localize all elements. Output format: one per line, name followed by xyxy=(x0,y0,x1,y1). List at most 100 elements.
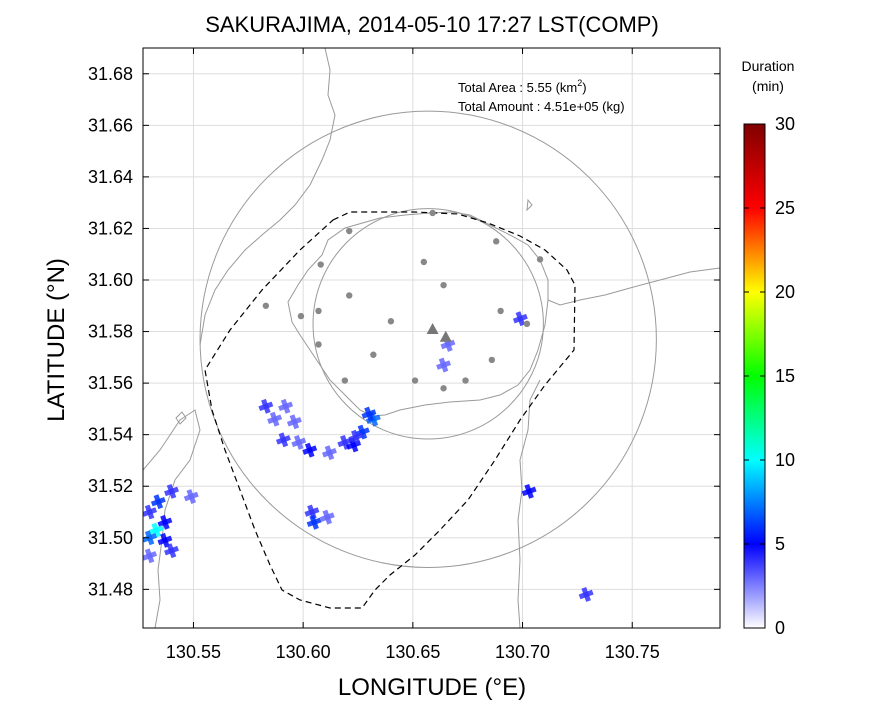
ashfall-marker-bar-v xyxy=(364,406,374,422)
ashfall-marker xyxy=(157,514,173,530)
range-ring xyxy=(199,110,657,568)
ashfall-marker xyxy=(348,429,364,445)
colorbar-tick-label: 30 xyxy=(775,114,795,134)
station-dot xyxy=(429,209,436,217)
colorbar-tick-label: 15 xyxy=(775,366,795,386)
y-tick-label: 31.64 xyxy=(88,167,133,187)
ashfall-markers xyxy=(143,311,594,602)
ashfall-marker-bar-v xyxy=(515,311,526,327)
ashfall-marker xyxy=(157,532,173,548)
vent-triangle xyxy=(426,322,439,334)
ashfall-marker xyxy=(361,406,377,422)
colorbar-ticks: 0 5 10 15 20 25 30 xyxy=(744,114,795,638)
x-tick-label: 130.60 xyxy=(276,642,331,662)
station-dot xyxy=(488,356,496,364)
station-dot xyxy=(493,238,500,245)
colorbar-tick-label: 25 xyxy=(775,198,795,218)
y-tick-label: 31.54 xyxy=(88,425,133,445)
station-dot xyxy=(420,258,428,266)
y-tick-label: 31.62 xyxy=(88,218,133,238)
station-dot xyxy=(341,377,349,384)
plot-frame xyxy=(142,47,721,629)
ashfall-marker xyxy=(302,442,318,458)
ashfall-marker xyxy=(286,414,302,430)
colorbar-tick-label: 5 xyxy=(775,534,785,554)
station-dot xyxy=(440,385,447,392)
station-dot xyxy=(315,341,322,348)
ashfall-marker-bar-v xyxy=(294,434,304,450)
coastline-city xyxy=(143,409,201,628)
coastline-islet-1 xyxy=(175,411,187,425)
range-rings xyxy=(199,110,657,568)
coastline-east xyxy=(547,267,720,306)
ashfall-marker xyxy=(578,587,594,602)
station-dot xyxy=(411,377,419,384)
y-tick-label: 31.52 xyxy=(88,476,133,496)
ashfall-marker xyxy=(183,489,199,504)
ashfall-marker xyxy=(148,522,164,538)
ashfall-marker-bar-v xyxy=(144,504,155,520)
ashfall-marker xyxy=(164,543,179,559)
ashfall-marker-bar-v xyxy=(160,514,170,530)
colorbar-tick-label: 20 xyxy=(775,282,795,302)
ashfall-marker xyxy=(521,483,537,499)
y-tick-label: 31.66 xyxy=(88,115,133,135)
ashfall-marker xyxy=(322,445,337,461)
vent-triangle xyxy=(439,330,452,342)
colorbar-tick-label: 0 xyxy=(775,618,785,638)
ashfall-marker xyxy=(275,432,291,448)
coastline-sakurajima xyxy=(287,211,549,417)
ashfall-marker-bar-v xyxy=(186,489,197,504)
annotation-total-area: Total Area : 5.55 (km2) xyxy=(458,78,587,95)
y-tick-label: 31.48 xyxy=(88,579,133,599)
ashfall-marker-bar-v xyxy=(269,411,280,427)
ashfall-marker-bar-v xyxy=(324,445,335,461)
ashfall-marker xyxy=(150,494,166,510)
station-dot xyxy=(370,351,377,358)
ashfall-marker-bar-v xyxy=(144,548,155,564)
ashfall-marker-bar-v xyxy=(357,424,368,440)
ashfall-marker-bar-v xyxy=(524,483,534,499)
y-tick-label: 31.50 xyxy=(88,528,133,548)
colorbar-title-line1: Duration xyxy=(742,58,795,74)
station-dot xyxy=(536,256,544,263)
colorbar-title-line2: (min) xyxy=(752,78,784,94)
ashfall-marker xyxy=(278,398,294,414)
ashfall-marker xyxy=(512,311,528,327)
x-tick-label: 130.65 xyxy=(385,642,440,662)
ashfall-marker xyxy=(143,530,158,546)
station-dot xyxy=(346,292,353,299)
ashfall-marker xyxy=(291,434,307,450)
coastline xyxy=(143,48,720,628)
ashfall-marker-bar-v xyxy=(280,398,291,414)
station-dot xyxy=(440,281,447,289)
coastline-north xyxy=(199,48,336,346)
ashfall-marker xyxy=(164,483,179,499)
ashfall-marker-bar-v xyxy=(322,509,333,525)
vent-markers xyxy=(426,322,452,342)
station-markers xyxy=(262,209,544,392)
ashfall-marker xyxy=(267,411,283,427)
grid-lines xyxy=(143,48,720,628)
ashfall-marker xyxy=(436,357,451,373)
colorbar: Duration (min) 0 5 10 15 20 25 30 xyxy=(742,58,795,638)
ashfall-marker-bar-v xyxy=(151,522,161,538)
ashfall-marker-bar-v xyxy=(289,414,300,430)
ashfall-marker-bar-v xyxy=(351,429,361,445)
coastline-southeast xyxy=(517,379,541,628)
ashfall-marker xyxy=(319,509,335,525)
y-axis-label: LATITUDE (°N) xyxy=(43,258,70,422)
ashfall-marker-bar-v xyxy=(166,543,177,559)
station-dot xyxy=(317,261,324,268)
coastline-islet-2 xyxy=(526,198,533,212)
ashfall-marker xyxy=(143,504,158,520)
x-tick-label: 130.70 xyxy=(495,642,550,662)
x-axis-ticks: 130.55 130.60 130.65 130.70 130.75 xyxy=(166,48,660,662)
ashfall-marker xyxy=(258,398,274,414)
x-tick-label: 130.75 xyxy=(605,642,660,662)
station-dot xyxy=(315,307,322,315)
y-tick-label: 31.56 xyxy=(88,373,133,393)
station-dot xyxy=(297,312,305,320)
ashfall-marker-bar-v xyxy=(581,587,591,602)
